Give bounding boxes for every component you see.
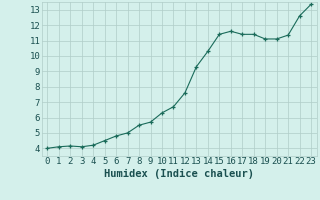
X-axis label: Humidex (Indice chaleur): Humidex (Indice chaleur)	[104, 169, 254, 179]
